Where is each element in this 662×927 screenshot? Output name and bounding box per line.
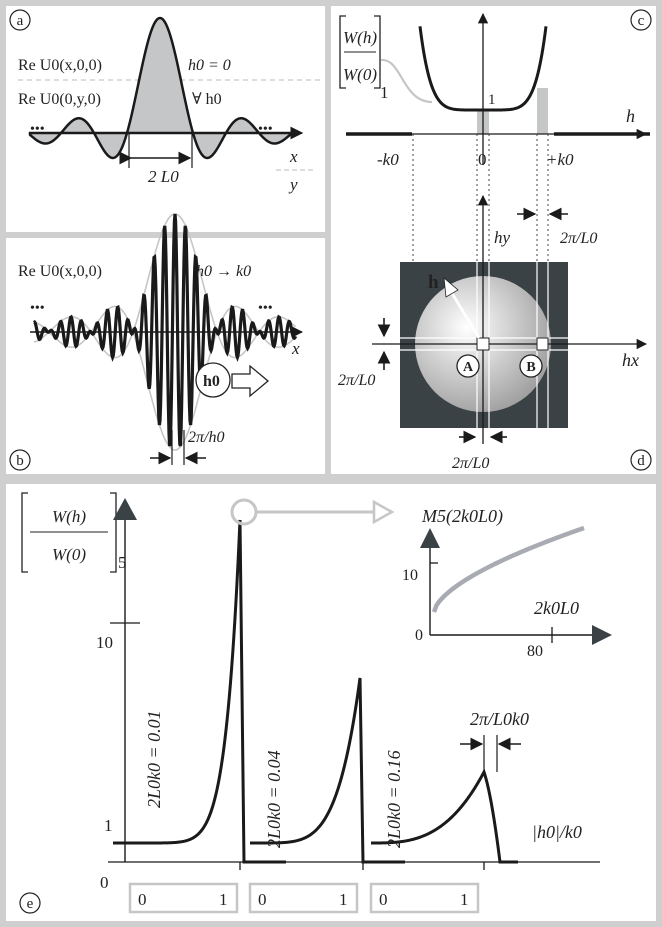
panel-d-origin-cell (476, 337, 490, 351)
panel-e-range-box-3 (369, 882, 480, 914)
panel-d-point-a (456, 354, 480, 378)
panel-e-ytick-1: 1 (104, 816, 113, 835)
panel-e-callout-arrow (372, 499, 395, 525)
panel-b-dots-right: ••• (258, 301, 273, 316)
panel-c-letter: c (638, 13, 645, 29)
panel-e-inset-origin: 0 (415, 627, 423, 644)
panel-d-hy-label: hy (494, 228, 511, 247)
panel-b-x-label: x (291, 339, 300, 358)
panel-a-letter: a (17, 13, 24, 29)
panel-e-curve-label-3: 2L0k0 = 0.16 (384, 750, 404, 848)
panel-a-badge (9, 9, 31, 31)
panel-a-sinc-curve (28, 16, 296, 160)
panel-c-ylabel-num: W(h) (343, 28, 377, 47)
panel-e-ytick-10: 10 (96, 633, 113, 652)
panel-e-xtick-2-0: 0 (258, 890, 267, 909)
panel-e-ytick-0: 0 (100, 873, 109, 892)
panel-e-curve-004 (250, 677, 405, 864)
panel-e-xtick-3-0: 0 (379, 890, 388, 909)
panel-b-letter: b (16, 453, 24, 469)
panel-e-ylabel-num: W(h) (52, 507, 86, 526)
panel-a-dots-left: ••• (30, 122, 45, 137)
panel-a-forall: ∀ h0 (192, 91, 222, 108)
panel-c-link-curve (380, 58, 433, 104)
panel-d-point-b (519, 354, 543, 378)
panel-c-one-left: 1 (380, 83, 389, 102)
panel-c-bracket-right (374, 15, 381, 89)
panel-e-inset-y-head (420, 528, 440, 548)
bottom-frame (0, 478, 662, 927)
panel-a-re-x-label: Re U0(x,0,0) (18, 57, 102, 74)
panel-e-bracket-left (21, 492, 28, 573)
panel-d-point-a-label: A (463, 360, 474, 375)
panel-d-left-width-label: 2π/L0 (338, 372, 375, 389)
panel-b-vector-label: h0 (203, 373, 220, 390)
panel-a-x-label: x (289, 147, 298, 166)
panel-e-xtick-3-1: 1 (460, 890, 469, 909)
panel-e-peak-highlight (230, 498, 258, 526)
panel-b-badge (9, 449, 31, 471)
panel-e-letter: e (27, 896, 34, 912)
panel-e-xtick-1-1: 1 (219, 890, 228, 909)
panel-e-curve-001 (113, 519, 286, 864)
panel-b-vector-circle (195, 362, 231, 398)
panel-b-oscillation (33, 213, 298, 447)
panel-e-x-label: |h0|/k0 (532, 822, 582, 842)
panel-c-ylabel-den: W(0) (343, 65, 377, 84)
panel-b-re-label: Re U0(x,0,0) (18, 263, 102, 280)
panel-e-xtick-2-1: 1 (339, 890, 348, 909)
panel-d-badge (630, 449, 652, 471)
panel-a: a x y Re U0(x,0,0) Re U0(0,y,0) h0 = 0 ∀… (9, 9, 320, 194)
panel-e-range-box-1 (128, 882, 239, 914)
panel-d-letter: d (637, 453, 645, 469)
panel-e-inset-ylabel: M5(2k0L0) (421, 506, 503, 527)
panel-a-h-zero: h0 = 0 (188, 57, 231, 74)
panel-a-y-label: y (288, 175, 298, 194)
panel-b-spacing-label: 2π/h0 (188, 429, 224, 446)
panel-c-one-center: 1 (488, 92, 496, 108)
panel-e-curve-label-2: 2L0k0 = 0.04 (264, 750, 284, 848)
panel-e-ylabel-den: W(0) (52, 545, 86, 564)
panel-c-badge (630, 9, 652, 31)
panel-d: d h hy hx A B 2π/L0 2π/L0 2π/L0 (338, 194, 652, 472)
panel-c-edge-strip (537, 88, 548, 134)
panel-e-bracket-right (110, 492, 117, 573)
panel-d-h-vector-shaft (448, 289, 481, 339)
panel-c-tick-plus: +k0 (546, 150, 574, 169)
panel-b: b x Re U0(x,0,0) h0 → k0 ••• ••• h0 2π/h… (9, 213, 304, 471)
panel-a-dots-right: ••• (258, 122, 273, 137)
panel-e: e W(h) W(0) 5 10 1 0 2L0k0 = 0.01 2L0k0 … (19, 492, 612, 914)
panel-e-curve-label-1: 2L0k0 = 0.01 (144, 710, 164, 808)
panel-c-bracket-left (339, 15, 346, 89)
panel-e-y-axis-head (113, 498, 137, 520)
panel-d-bottom-width-label: 2π/L0 (452, 455, 489, 472)
panel-d-edge-cell (536, 337, 549, 351)
panel-e-ytick-5: 5 (118, 553, 127, 572)
panel-e-width-label: 2π/L0k0 (470, 709, 529, 729)
panel-d-h-vector-head (443, 277, 459, 298)
panel-d-top-width-label: 2π/L0 (560, 230, 597, 247)
panel-c-tick-zero: 0 (478, 150, 487, 169)
panel-a-width-label: 2 L0 (148, 167, 179, 186)
panel-c-tick-minus: -k0 (377, 150, 399, 169)
panel-c-h-label: h (626, 106, 635, 126)
panel-e-xtick-1-0: 0 (138, 890, 147, 909)
panel-b-dots-left: ••• (30, 301, 45, 316)
panel-d-hx-label: hx (622, 350, 639, 370)
panel-a-re-y-label: Re U0(0,y,0) (18, 91, 101, 108)
panel-e-inset-curve (431, 525, 585, 613)
panel-d-point-b-label: B (526, 360, 535, 375)
panel-e-inset-xtick: 80 (527, 643, 543, 660)
panel-b-hollow-arrow (231, 364, 270, 398)
panel-e-inset-xlabel: 2k0L0 (534, 598, 579, 618)
panel-b-h-to-k: h0 → k0 (196, 263, 251, 280)
panel-e-curve-016 (371, 768, 518, 864)
panel-d-h-vector-label: h (428, 272, 439, 293)
panel-e-inset-x-head (592, 625, 612, 645)
panel-e-inset-ytick: 10 (402, 567, 418, 584)
panel-e-range-box-2 (248, 882, 359, 914)
panel-e-badge (19, 892, 41, 914)
